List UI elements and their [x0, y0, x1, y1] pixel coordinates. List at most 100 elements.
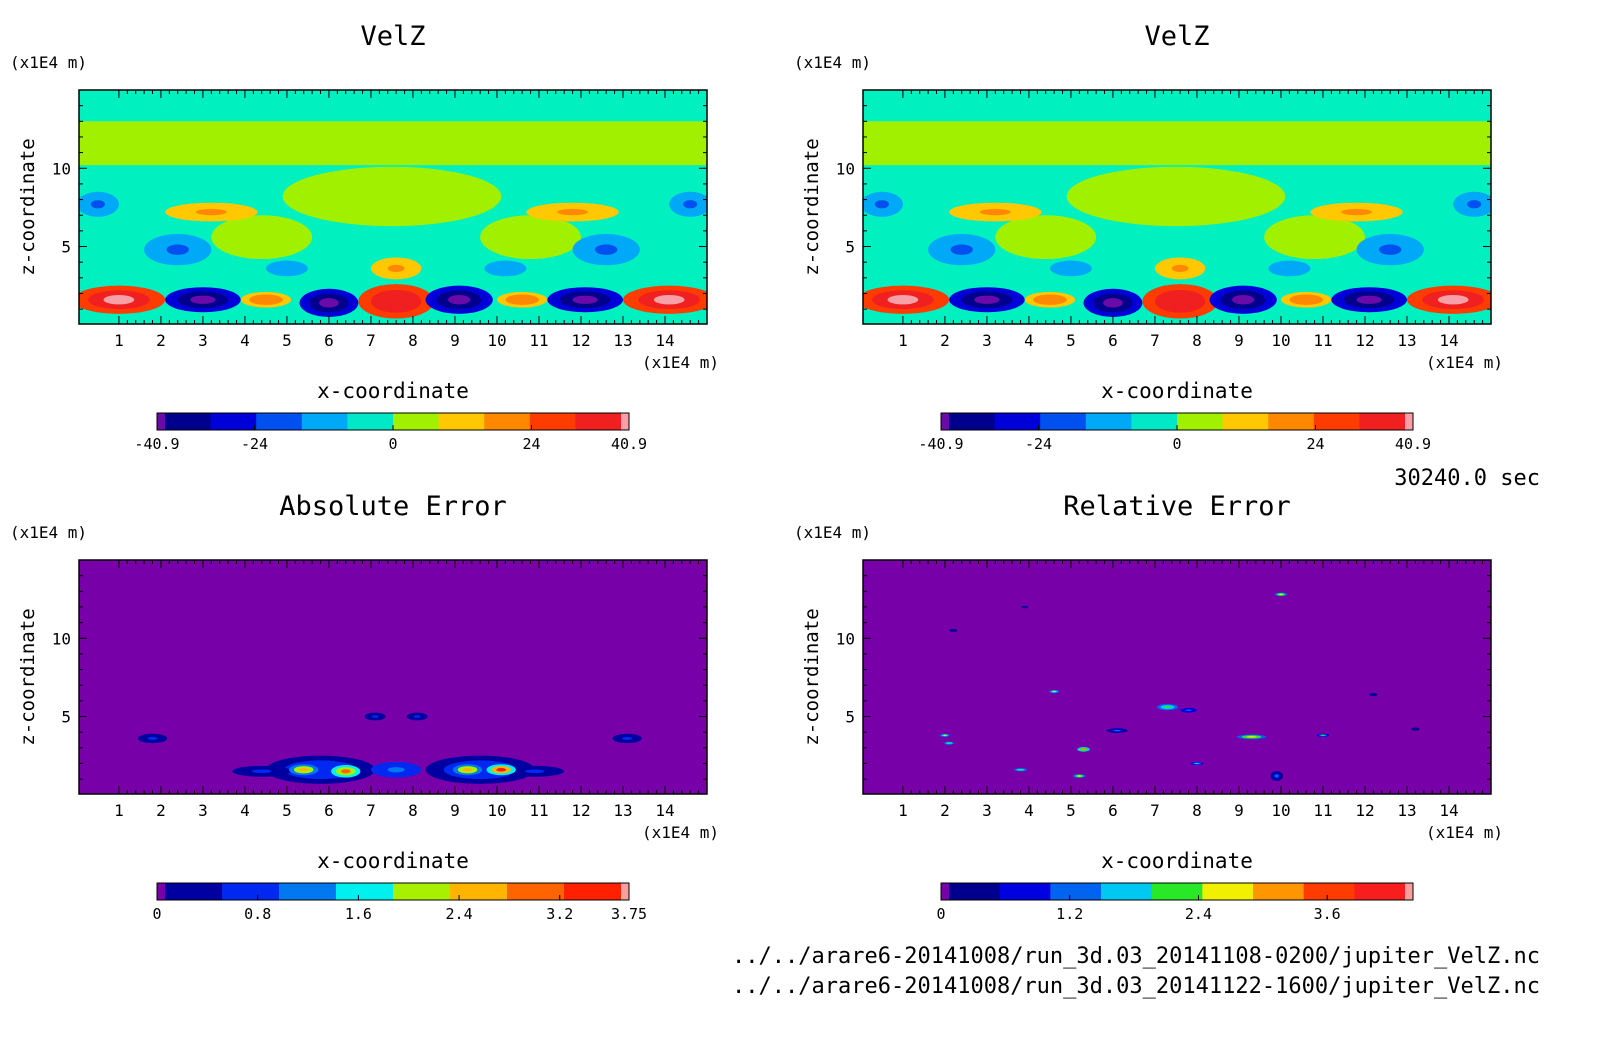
contour-region: [1194, 762, 1200, 764]
colorbar-segment: [1177, 413, 1224, 430]
contour-region: [513, 229, 548, 245]
contour-region: [1437, 295, 1469, 305]
y-tick-label: 5: [845, 238, 855, 257]
colorbar-tick-label: 1.6: [345, 905, 372, 923]
colorbar-tick-label: 3.2: [546, 905, 573, 923]
contour-region: [90, 200, 105, 209]
contour-region: [496, 767, 507, 772]
colorbar-segment: [347, 413, 394, 430]
contour-region: [1246, 736, 1257, 738]
x-tick-label: 11: [1313, 801, 1332, 820]
colorbar-segment: [941, 883, 950, 900]
file-path-1: ../../arare6-20141008/run_3d.03_20141108…: [732, 944, 1540, 969]
contour-region: [355, 186, 429, 207]
colorbar-tick-label: 0.8: [244, 905, 271, 923]
chart-title: VelZ: [1144, 21, 1209, 52]
colorbar-segment: [1359, 413, 1406, 430]
colorbar-tick-label: -24: [241, 435, 268, 453]
colorbar-segment: [1253, 883, 1305, 900]
contour-region: [1378, 244, 1402, 255]
colorbar-segment: [949, 413, 996, 430]
contour-region: [594, 244, 618, 255]
contour-region: [1467, 200, 1482, 209]
contour-region: [147, 736, 158, 740]
y-tick-label: 5: [61, 238, 71, 257]
x-tick-label: 8: [1192, 801, 1202, 820]
contour-region: [1081, 748, 1086, 751]
colorbar-segment: [529, 413, 576, 430]
contour-region: [874, 200, 889, 209]
contour-region: [1028, 229, 1063, 245]
x-axis-unit: (x1E4 m): [642, 353, 719, 372]
x-tick-label: 2: [156, 331, 166, 350]
colorbar-segment: [157, 883, 166, 900]
chart-title: VelZ: [360, 21, 425, 52]
colorbar-segment: [222, 883, 280, 900]
colorbar-segment: [1151, 883, 1203, 900]
x-tick-label: 11: [529, 331, 548, 350]
y-tick-label: 10: [52, 629, 71, 648]
x-tick-label: 6: [1108, 331, 1118, 350]
x-axis-unit: (x1E4 m): [642, 823, 719, 842]
colorbar-segment: [1405, 883, 1414, 900]
colorbar-segment: [999, 883, 1051, 900]
colorbar-segment: [301, 413, 348, 430]
chart-title: Relative Error: [1063, 491, 1291, 522]
colorbar-tick-label: 24: [522, 435, 540, 453]
colorbar-segment: [564, 883, 622, 900]
contour-region: [1018, 769, 1023, 771]
x-tick-label: 11: [529, 801, 548, 820]
colorbar-tick-label: 40.9: [611, 435, 647, 453]
x-tick-label: 1: [114, 331, 124, 350]
contour-region: [1274, 774, 1279, 778]
contour-region: [943, 734, 947, 736]
contour-region: [1052, 690, 1056, 692]
contour-region: [166, 244, 189, 255]
contour-region: [524, 769, 545, 774]
colorbar-segment: [1354, 883, 1406, 900]
contour-region: [447, 295, 471, 305]
x-tick-label: 10: [1271, 331, 1290, 350]
x-tick-label: 7: [366, 331, 376, 350]
x-tick-label: 12: [571, 331, 590, 350]
colorbar-segment: [1085, 413, 1132, 430]
colorbar-segment: [994, 413, 1041, 430]
plot-area: [79, 560, 707, 794]
contour-region: [1041, 297, 1059, 303]
colorbar-segment: [165, 883, 223, 900]
contour-region: [1139, 186, 1213, 207]
colorbar-tick-label: 3.6: [1314, 905, 1341, 923]
contour-region: [1185, 709, 1192, 712]
panel-1: VelZ(x1E4 m)1 2 3 4 5 6 7 8 9 10 11 12 13 14510z-coor…: [10, 21, 719, 453]
x-tick-label: 6: [324, 801, 334, 820]
contour-region: [190, 295, 216, 304]
contour-region: [1103, 298, 1123, 308]
colorbar-tick-label: 40.9: [1395, 435, 1431, 453]
y-axis-label: z-coordinate: [17, 608, 39, 745]
x-tick-label: 13: [613, 331, 632, 350]
x-tick-label: 10: [487, 801, 506, 820]
contour-region: [195, 208, 227, 216]
colorbar-tick-label: -24: [1025, 435, 1052, 453]
colorbar-tick-label: -40.9: [134, 435, 179, 453]
x-tick-label: 6: [1108, 801, 1118, 820]
x-tick-label: 2: [940, 801, 950, 820]
colorbar-segment: [393, 413, 440, 430]
x-tick-label: 11: [1313, 331, 1332, 350]
contour-region: [251, 769, 272, 774]
contour-region: [951, 629, 955, 631]
x-axis-unit: (x1E4 m): [1426, 353, 1503, 372]
colorbar-segment: [1405, 413, 1414, 430]
colorbar-segment: [438, 413, 485, 430]
y-axis-unit: (x1E4 m): [794, 53, 871, 72]
contour-region: [387, 264, 405, 273]
plot-area: [79, 90, 707, 324]
contour-region: [1278, 593, 1284, 596]
plot-area: [863, 90, 1491, 324]
time-label: 30240.0 sec: [1394, 466, 1540, 491]
contour-region: [387, 767, 405, 773]
colorbar-segment: [1040, 413, 1087, 430]
colorbar-segment: [1101, 883, 1153, 900]
contour-region: [1297, 229, 1332, 245]
